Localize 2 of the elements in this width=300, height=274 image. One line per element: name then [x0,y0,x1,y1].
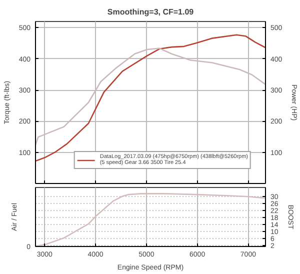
line-series [36,48,266,146]
chart-title: Smoothing=3, CF=1.09 [107,8,194,16]
